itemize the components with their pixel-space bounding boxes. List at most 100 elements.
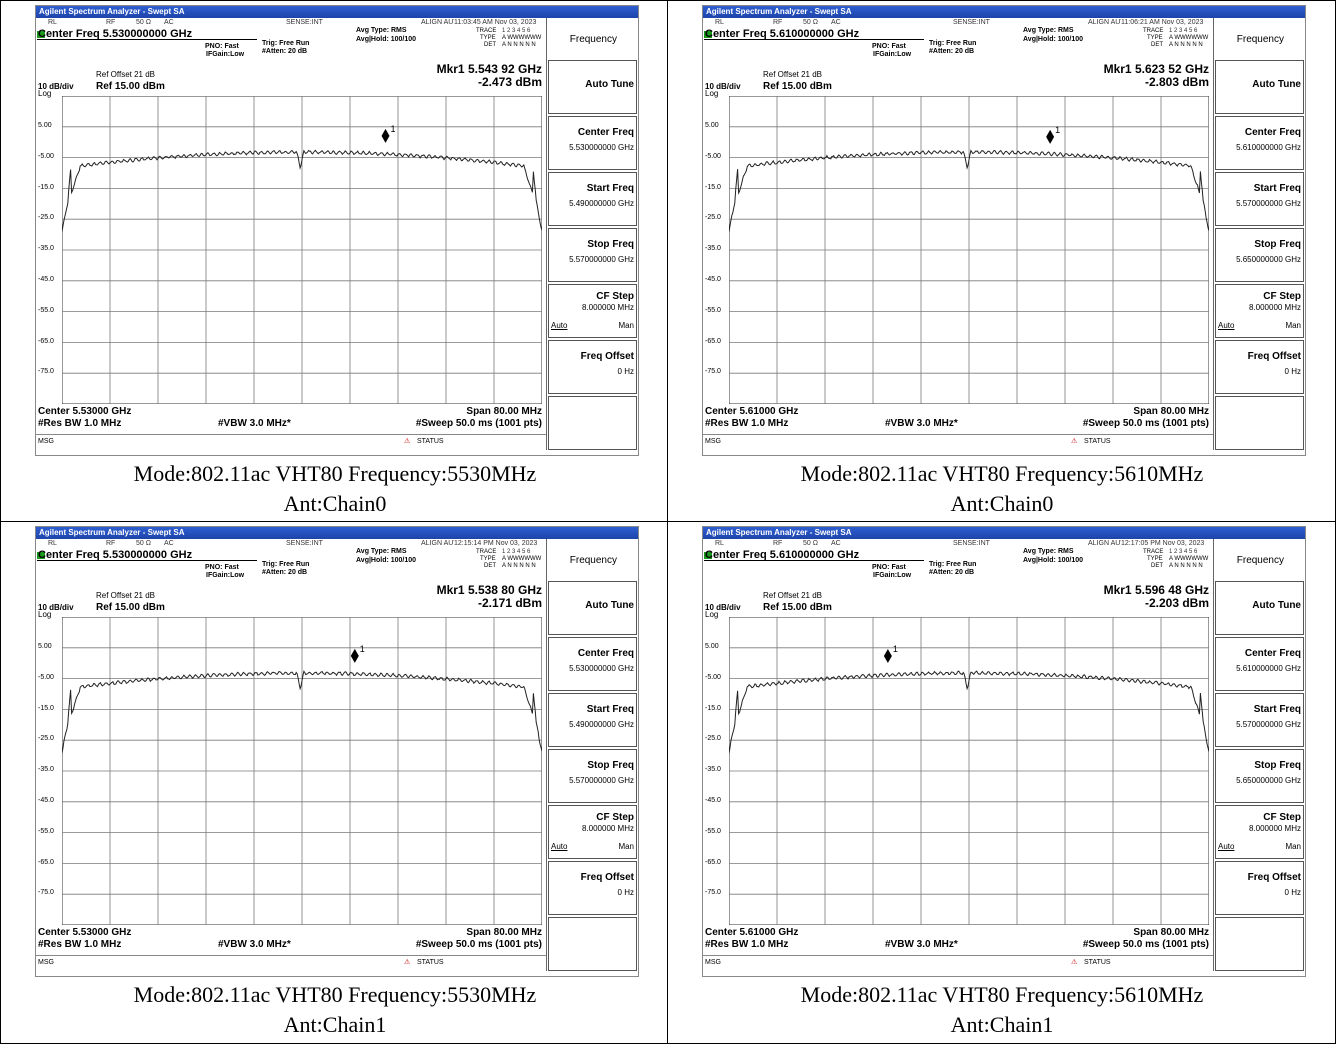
- auto-tune-label: Auto Tune: [585, 600, 634, 611]
- start-freq-button[interactable]: Start Freq 5.570000000 GHz: [1215, 693, 1304, 747]
- msg-label: MSG: [38, 959, 54, 966]
- start-freq-value: 5.570000000 GHz: [1236, 720, 1301, 729]
- rf-label: RF: [773, 540, 783, 547]
- status-icon[interactable]: ⚠: [1071, 438, 1078, 445]
- cf-step-button[interactable]: CF Step 8.000000 MHz Auto Man: [548, 805, 637, 859]
- ifgain-label: IFGain:Low: [873, 51, 912, 58]
- status-label[interactable]: STATUS: [417, 959, 444, 966]
- coupling-label: AC: [164, 19, 174, 26]
- sense-label: SENSE:INT: [286, 540, 323, 547]
- type-label: TYPE: [1147, 556, 1163, 562]
- auto-tune-button[interactable]: Auto Tune: [1215, 60, 1304, 114]
- marker-level: -2.473 dBm: [477, 75, 542, 89]
- softkey-blank: [1215, 396, 1304, 450]
- timestamp: 12:17:05 PM Nov 03, 2023: [1121, 539, 1205, 548]
- center-freq-readout: Center Freq 5.610000000 GHz: [705, 28, 860, 40]
- scale-label: 10 dB/div: [705, 603, 741, 612]
- auto-tune-label: Auto Tune: [1252, 600, 1301, 611]
- y-tick-label: 5.00: [705, 122, 719, 129]
- freq-offset-button[interactable]: Freq Offset 0 Hz: [1215, 340, 1304, 394]
- y-tick-label: -5.00: [38, 152, 54, 160]
- marker-1-label: 1: [391, 124, 396, 134]
- sweep-label: #Sweep 50.0 ms (1001 pts): [1082, 939, 1209, 950]
- freq-offset-button[interactable]: Freq Offset 0 Hz: [548, 340, 637, 394]
- msg-label: MSG: [38, 438, 54, 445]
- start-freq-button[interactable]: Start Freq 5.570000000 GHz: [1215, 172, 1304, 226]
- softkey-menu-title: Frequency: [548, 22, 637, 56]
- det-value: A N N N N N: [1169, 563, 1203, 569]
- cf-step-man[interactable]: Man: [1285, 321, 1301, 330]
- freq-offset-button[interactable]: Freq Offset 0 Hz: [1215, 861, 1304, 915]
- ref-level-label: Ref 15.00 dBm: [763, 81, 832, 92]
- det-label: DET: [1151, 42, 1163, 48]
- softkey-menu-title: Frequency: [1215, 22, 1304, 56]
- cf-step-auto[interactable]: Auto: [1218, 321, 1235, 330]
- start-freq-button[interactable]: Start Freq 5.490000000 GHz: [548, 172, 637, 226]
- status-icon[interactable]: ⚠: [404, 959, 411, 966]
- spectrum-trace: [729, 149, 1209, 233]
- auto-tune-button[interactable]: Auto Tune: [548, 60, 637, 114]
- cf-step-button[interactable]: CF Step 8.000000 MHz Auto Man: [1215, 805, 1304, 859]
- marker-frequency: Mkr1 5.623 52 GHz: [1103, 62, 1209, 76]
- center-freq-value: 5.530000000 GHz: [569, 664, 634, 673]
- stop-freq-button[interactable]: Stop Freq 5.570000000 GHz: [548, 228, 637, 282]
- span-label: Span 80.00 MHz: [1133, 927, 1209, 938]
- status-label[interactable]: STATUS: [417, 438, 444, 445]
- freq-offset-button[interactable]: Freq Offset 0 Hz: [548, 861, 637, 915]
- trace-numbers: 1 2 3 4 5 6: [502, 549, 531, 555]
- rf-label: RF: [773, 19, 783, 26]
- marker-level: -2.171 dBm: [477, 596, 542, 610]
- y-tick-label: -75.0: [705, 889, 721, 897]
- center-freq-button[interactable]: Center Freq 5.610000000 GHz: [1215, 116, 1304, 170]
- cf-step-button[interactable]: CF Step 8.000000 MHz Auto Man: [1215, 284, 1304, 338]
- cf-step-auto[interactable]: Auto: [551, 321, 568, 330]
- softkey-panel: Frequency Auto Tune Center Freq 5.610000…: [1213, 18, 1305, 450]
- cf-step-value: 8.000000 MHz: [1248, 824, 1301, 833]
- status-icon[interactable]: ⚠: [404, 438, 411, 445]
- stop-freq-label: Stop Freq: [1254, 239, 1301, 250]
- ifgain-label: IFGain:Low: [206, 572, 245, 579]
- cf-step-auto[interactable]: Auto: [1218, 842, 1235, 851]
- status-label[interactable]: STATUS: [1084, 438, 1111, 445]
- frequency-menu-label: Frequency: [1236, 34, 1284, 45]
- marker-level: -2.203 dBm: [1144, 596, 1209, 610]
- impedance-label: 50 Ω: [803, 540, 818, 547]
- status-row: RL RF 50 Ω AC SENSE:INT ALIGN AUTO 11:06…: [703, 18, 1213, 38]
- center-freq-button[interactable]: Center Freq 5.530000000 GHz: [548, 637, 637, 691]
- det-label: DET: [484, 42, 496, 48]
- auto-tune-button[interactable]: Auto Tune: [548, 581, 637, 635]
- center-freq-underline: [37, 39, 257, 40]
- start-freq-button[interactable]: Start Freq 5.490000000 GHz: [548, 693, 637, 747]
- cf-step-auto[interactable]: Auto: [551, 842, 568, 851]
- center-freq-button[interactable]: Center Freq 5.610000000 GHz: [1215, 637, 1304, 691]
- spectrum-plot: 1: [729, 617, 1209, 925]
- panel-cell-3: Agilent Spectrum Analyzer - Swept SA RL …: [0, 522, 668, 1044]
- auto-tune-button[interactable]: Auto Tune: [1215, 581, 1304, 635]
- atten-label: #Atten: 20 dB: [262, 569, 308, 576]
- sweep-label: #Sweep 50.0 ms (1001 pts): [415, 418, 542, 429]
- cf-step-man[interactable]: Man: [618, 842, 634, 851]
- stop-freq-button[interactable]: Stop Freq 5.650000000 GHz: [1215, 228, 1304, 282]
- y-tick-label: 5.00: [705, 643, 719, 650]
- status-label[interactable]: STATUS: [1084, 959, 1111, 966]
- rl-label: RL: [48, 540, 57, 547]
- cf-step-man[interactable]: Man: [618, 321, 634, 330]
- stop-freq-button[interactable]: Stop Freq 5.570000000 GHz: [548, 749, 637, 803]
- res-bw-label: #Res BW 1.0 MHz: [38, 939, 122, 950]
- ref-offset-label: Ref Offset 21 dB: [96, 70, 155, 79]
- ifgain-label: IFGain:Low: [206, 51, 245, 58]
- y-tick-label: -15.0: [705, 183, 721, 191]
- res-bw-label: #Res BW 1.0 MHz: [705, 939, 789, 950]
- cf-step-value: 8.000000 MHz: [1248, 303, 1301, 312]
- status-icon[interactable]: ⚠: [1071, 959, 1078, 966]
- y-tick-label: -35.0: [705, 245, 721, 253]
- cf-step-button[interactable]: CF Step 8.000000 MHz Auto Man: [548, 284, 637, 338]
- cf-step-man[interactable]: Man: [1285, 842, 1301, 851]
- marker-1-icon: [350, 648, 359, 663]
- vbw-label: #VBW 3.0 MHz*: [218, 418, 291, 429]
- stop-freq-button[interactable]: Stop Freq 5.650000000 GHz: [1215, 749, 1304, 803]
- center-freq-button[interactable]: Center Freq 5.530000000 GHz: [548, 116, 637, 170]
- type-label: TYPE: [480, 556, 496, 562]
- cf-step-value: 8.000000 MHz: [581, 303, 634, 312]
- det-value: A N N N N N: [502, 563, 536, 569]
